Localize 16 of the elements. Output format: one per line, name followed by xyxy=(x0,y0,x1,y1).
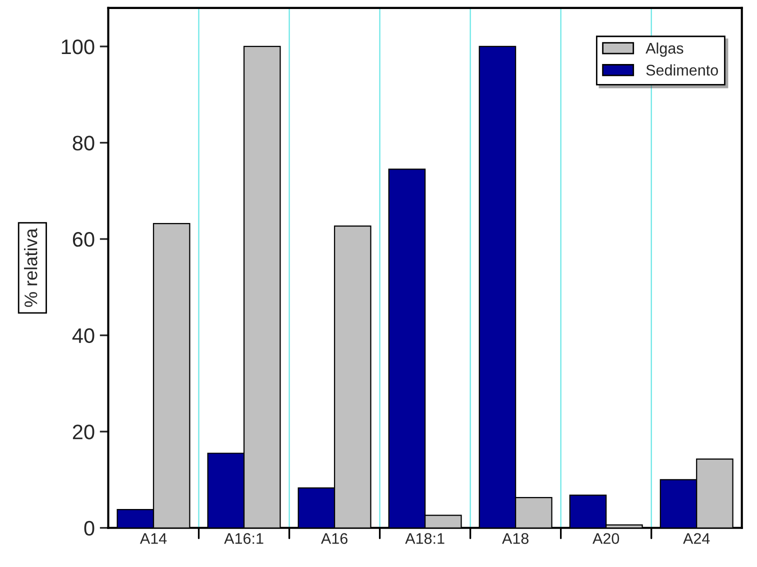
y-tick-label: 60 xyxy=(72,232,94,247)
x-tick-label: A18:1 xyxy=(405,533,444,544)
y-tick-label: 80 xyxy=(72,136,94,150)
y-tick-label: 100 xyxy=(62,39,94,54)
x-tick-label: A18 xyxy=(502,533,528,544)
x-tick-label: A14 xyxy=(140,533,167,544)
legend-label: Sedimento xyxy=(646,64,718,76)
x-tick-label: A24 xyxy=(683,533,710,544)
x-tick-label: A16:1 xyxy=(224,533,264,544)
x-tick-label: A20 xyxy=(592,533,620,544)
legend-label: Algas xyxy=(646,42,684,57)
y-tick-label: 0 xyxy=(84,520,94,536)
y-tick-label: 40 xyxy=(72,328,94,344)
y-axis-title: % relativa xyxy=(24,228,38,307)
y-tick-label: 20 xyxy=(72,424,94,440)
x-tick-label: A16 xyxy=(320,533,348,544)
